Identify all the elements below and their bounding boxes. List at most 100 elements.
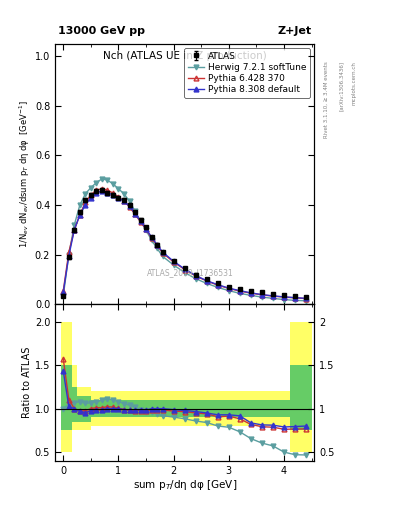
Pythia 6.428 370 (160, 250, 165, 256)
Pythia 8.308 default (116, 195, 121, 201)
Pythia 8.308 default (99, 188, 104, 195)
Pythia 6.428 370 (66, 249, 71, 255)
Herwig 7.2.1 softTune (77, 202, 82, 208)
Herwig 7.2.1 softTune (99, 176, 104, 182)
Legend: ATLAS, Herwig 7.2.1 softTune, Pythia 6.428 370, Pythia 8.308 default: ATLAS, Herwig 7.2.1 softTune, Pythia 6.4… (184, 48, 310, 98)
Pythia 6.428 370 (77, 212, 82, 218)
Herwig 7.2.1 softTune (66, 251, 71, 258)
Pythia 6.428 370 (110, 190, 115, 196)
Pythia 8.308 default (72, 227, 77, 233)
Pythia 8.308 default (260, 291, 264, 297)
Pythia 6.428 370 (226, 285, 231, 291)
Pythia 8.308 default (122, 198, 127, 204)
Herwig 7.2.1 softTune (144, 227, 149, 233)
Pythia 6.428 370 (293, 295, 298, 301)
Y-axis label: 1/N$_{ev}$ dN$_{ev}$/dsum p$_{T}$ dη dφ  [GeV$^{-1}$]: 1/N$_{ev}$ dN$_{ev}$/dsum p$_{T}$ dη dφ … (18, 100, 32, 248)
Text: [arXiv:1306.3436]: [arXiv:1306.3436] (339, 61, 344, 112)
Herwig 7.2.1 softTune (72, 222, 77, 228)
Text: Nch (ATLAS UE in Z production): Nch (ATLAS UE in Z production) (103, 51, 266, 61)
Herwig 7.2.1 softTune (193, 275, 198, 282)
Pythia 6.428 370 (127, 204, 132, 210)
Herwig 7.2.1 softTune (171, 262, 176, 268)
Pythia 8.308 default (133, 210, 138, 217)
Herwig 7.2.1 softTune (249, 292, 253, 298)
Pythia 6.428 370 (249, 290, 253, 296)
Pythia 8.308 default (215, 282, 220, 288)
Pythia 8.308 default (160, 249, 165, 255)
Pythia 8.308 default (204, 278, 209, 284)
Pythia 8.308 default (271, 293, 275, 299)
Pythia 6.428 370 (282, 294, 286, 300)
Y-axis label: Ratio to ATLAS: Ratio to ATLAS (22, 347, 32, 418)
Herwig 7.2.1 softTune (226, 288, 231, 294)
Pythia 6.428 370 (304, 295, 309, 302)
Herwig 7.2.1 softTune (110, 181, 115, 187)
Pythia 6.428 370 (88, 192, 93, 198)
Pythia 8.308 default (94, 189, 99, 196)
Pythia 8.308 default (304, 295, 309, 302)
Pythia 6.428 370 (99, 186, 104, 192)
Herwig 7.2.1 softTune (94, 180, 99, 186)
Text: Z+Jet: Z+Jet (278, 26, 312, 36)
Text: mcplots.cern.ch: mcplots.cern.ch (352, 61, 357, 105)
Pythia 6.428 370 (182, 266, 187, 272)
Pythia 6.428 370 (271, 293, 275, 299)
Line: Pythia 8.308 default: Pythia 8.308 default (61, 189, 309, 301)
Herwig 7.2.1 softTune (149, 237, 154, 243)
Herwig 7.2.1 softTune (116, 186, 121, 192)
Herwig 7.2.1 softTune (237, 290, 242, 296)
Herwig 7.2.1 softTune (122, 190, 127, 197)
Pythia 8.308 default (149, 234, 154, 240)
Herwig 7.2.1 softTune (293, 297, 298, 304)
Pythia 8.308 default (144, 225, 149, 231)
Pythia 8.308 default (193, 272, 198, 279)
Herwig 7.2.1 softTune (138, 218, 143, 224)
Pythia 8.308 default (237, 288, 242, 294)
Pythia 6.428 370 (204, 278, 209, 284)
Pythia 8.308 default (282, 294, 286, 300)
Line: Herwig 7.2.1 softTune: Herwig 7.2.1 softTune (61, 177, 309, 303)
Pythia 8.308 default (182, 266, 187, 272)
Herwig 7.2.1 softTune (204, 281, 209, 287)
Text: ATLAS_2019_I1736531: ATLAS_2019_I1736531 (147, 268, 233, 278)
Herwig 7.2.1 softTune (260, 294, 264, 300)
Herwig 7.2.1 softTune (215, 284, 220, 290)
Pythia 6.428 370 (138, 219, 143, 225)
Pythia 8.308 default (66, 253, 71, 259)
Pythia 6.428 370 (260, 292, 264, 298)
Pythia 6.428 370 (215, 282, 220, 288)
Herwig 7.2.1 softTune (282, 296, 286, 303)
Pythia 6.428 370 (105, 187, 110, 193)
Pythia 6.428 370 (94, 187, 99, 193)
Pythia 8.308 default (171, 258, 176, 264)
Herwig 7.2.1 softTune (88, 184, 93, 190)
Herwig 7.2.1 softTune (304, 298, 309, 304)
Pythia 6.428 370 (116, 194, 121, 200)
Pythia 6.428 370 (155, 242, 160, 248)
Pythia 8.308 default (61, 289, 66, 295)
Pythia 8.308 default (226, 285, 231, 291)
Pythia 6.428 370 (171, 259, 176, 265)
Pythia 6.428 370 (122, 198, 127, 204)
Text: Rivet 3.1.10, ≥ 3.4M events: Rivet 3.1.10, ≥ 3.4M events (324, 61, 329, 138)
Pythia 6.428 370 (193, 273, 198, 279)
Line: Pythia 6.428 370: Pythia 6.428 370 (61, 186, 309, 301)
Pythia 8.308 default (105, 189, 110, 196)
Pythia 8.308 default (110, 192, 115, 198)
Pythia 6.428 370 (149, 235, 154, 241)
Herwig 7.2.1 softTune (83, 190, 88, 197)
Herwig 7.2.1 softTune (271, 295, 275, 302)
Herwig 7.2.1 softTune (105, 177, 110, 183)
Pythia 8.308 default (138, 218, 143, 224)
Text: 13000 GeV pp: 13000 GeV pp (58, 26, 145, 36)
Herwig 7.2.1 softTune (182, 269, 187, 275)
Herwig 7.2.1 softTune (155, 245, 160, 251)
Pythia 8.308 default (249, 290, 253, 296)
Pythia 6.428 370 (83, 199, 88, 205)
Pythia 6.428 370 (237, 288, 242, 294)
Pythia 8.308 default (88, 195, 93, 201)
Pythia 8.308 default (83, 202, 88, 208)
Pythia 8.308 default (127, 203, 132, 209)
Herwig 7.2.1 softTune (133, 208, 138, 214)
Pythia 6.428 370 (133, 211, 138, 218)
